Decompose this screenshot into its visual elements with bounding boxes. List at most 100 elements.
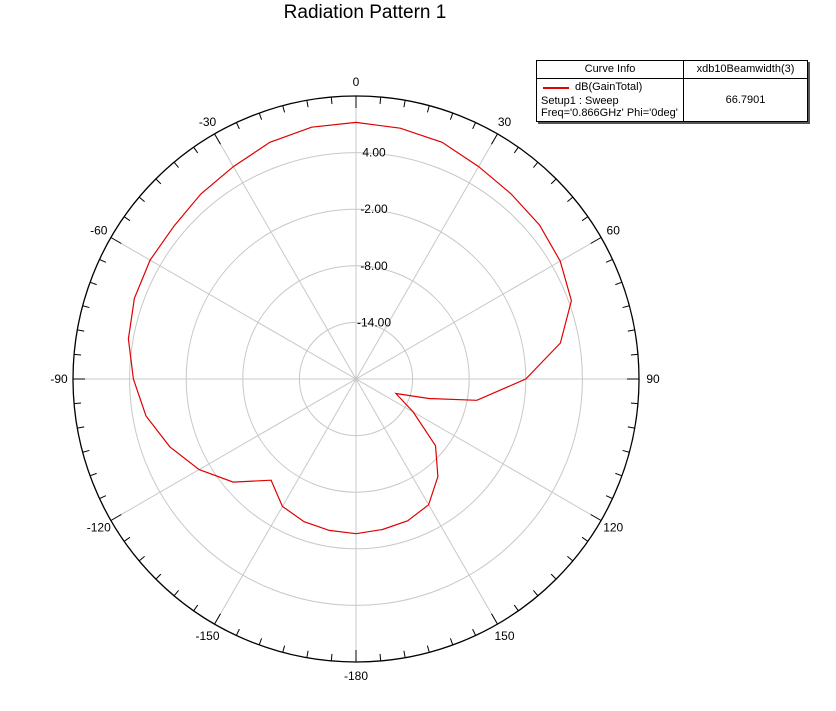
tick-mark: [590, 237, 602, 244]
tick-mark: [449, 112, 454, 120]
tick-mark: [615, 472, 623, 477]
tick-mark: [491, 133, 498, 145]
tick-mark: [472, 122, 477, 130]
angle-label: 30: [498, 115, 512, 129]
tick-mark: [77, 329, 85, 332]
tick-mark: [581, 216, 589, 222]
tick-mark: [426, 105, 430, 113]
series-line-gaintotal: [127, 121, 573, 535]
chart-title: Radiation Pattern 1: [283, 2, 447, 23]
tick-mark: [89, 281, 97, 286]
legend-header-curve-info: Curve Info: [537, 61, 684, 79]
tick-mark: [123, 216, 131, 222]
radial-label: -2.00: [360, 202, 388, 216]
tick-mark: [513, 604, 519, 612]
tick-mark: [403, 650, 406, 658]
tick-mark: [235, 122, 240, 130]
tick-mark: [123, 536, 131, 542]
tick-mark: [567, 556, 574, 562]
tick-mark: [622, 305, 630, 309]
tick-mark: [581, 536, 589, 542]
radial-label: -8.00: [360, 259, 388, 273]
tick-mark: [173, 590, 179, 597]
tick-mark: [82, 449, 90, 453]
tick-mark: [155, 573, 162, 580]
tick-mark: [110, 514, 122, 521]
tick-mark: [193, 146, 199, 154]
tick-mark: [74, 402, 82, 405]
tick-mark: [533, 590, 539, 597]
grid-spoke: [214, 133, 498, 625]
tick-mark: [138, 196, 145, 202]
tick-mark: [627, 426, 635, 429]
tick-mark: [426, 645, 430, 653]
legend-header-metric: xdb10Beamwidth(3): [684, 61, 807, 79]
tick-mark: [99, 258, 107, 263]
tick-mark: [449, 638, 454, 646]
legend-freq-line: Freq='0.866GHz' Phi='0deg': [541, 107, 678, 119]
angle-label: -120: [87, 521, 111, 535]
tick-mark: [615, 281, 623, 286]
tick-mark: [306, 650, 309, 658]
tick-mark: [99, 495, 107, 500]
legend-series-name: dB(GainTotal): [575, 81, 643, 93]
tick-mark: [282, 645, 286, 653]
angle-label: 150: [494, 629, 514, 643]
tick-mark: [550, 573, 557, 580]
legend-table: Curve Info xdb10Beamwidth(3) dB(GainTota…: [536, 60, 808, 122]
angle-label: -60: [90, 224, 108, 238]
tick-mark: [110, 237, 122, 244]
tick-mark: [138, 556, 145, 562]
outer-tick-marks: [73, 96, 639, 662]
angle-label: -180: [344, 669, 368, 683]
series-layer: [127, 121, 573, 535]
tick-mark: [627, 329, 635, 332]
tick-mark: [630, 353, 638, 356]
angle-label: 90: [646, 372, 660, 386]
tick-mark: [258, 112, 263, 120]
tick-mark: [590, 514, 602, 521]
radial-label: -14.00: [357, 315, 391, 329]
tick-mark: [403, 100, 406, 108]
tick-mark: [173, 161, 179, 168]
tick-mark: [306, 100, 309, 108]
tick-mark: [472, 628, 477, 636]
angle-label: 60: [607, 224, 621, 238]
tick-mark: [567, 196, 574, 202]
radial-label: 4.00: [362, 146, 386, 160]
legend-metric-value: 66.7901: [725, 94, 766, 106]
radial-labels: 4.00 -2.00 -8.00 -14.00: [357, 146, 391, 330]
tick-mark: [214, 133, 221, 145]
tick-mark: [89, 472, 97, 477]
tick-mark: [193, 604, 199, 612]
tick-mark: [630, 402, 638, 405]
tick-mark: [155, 178, 162, 185]
tick-mark: [513, 146, 519, 154]
tick-mark: [605, 258, 613, 263]
angle-labels: 0 30 60 90 120 150 -180 -150 -120 -90 -60 -30: [50, 75, 660, 683]
tick-mark: [282, 105, 286, 113]
tick-mark: [379, 653, 382, 661]
tick-mark: [74, 353, 82, 356]
angle-label: -150: [195, 629, 219, 643]
tick-mark: [82, 305, 90, 309]
legend-series-swatch: [543, 87, 569, 89]
tick-mark: [214, 613, 221, 625]
angle-label: 0: [353, 75, 360, 89]
tick-mark: [533, 161, 539, 168]
tick-mark: [605, 495, 613, 500]
angle-label: -30: [199, 115, 217, 129]
legend-curve-cell: dB(GainTotal) Setup1 : Sweep Freq='0.866…: [537, 79, 684, 121]
angle-label: 120: [603, 521, 623, 535]
angle-label: -90: [50, 372, 68, 386]
tick-mark: [491, 613, 498, 625]
tick-mark: [258, 638, 263, 646]
tick-mark: [330, 97, 333, 105]
tick-mark: [379, 97, 382, 105]
tick-mark: [235, 628, 240, 636]
legend-setup-line: Setup1 : Sweep: [541, 95, 619, 107]
tick-mark: [330, 653, 333, 661]
tick-mark: [622, 449, 630, 453]
tick-mark: [550, 178, 557, 185]
